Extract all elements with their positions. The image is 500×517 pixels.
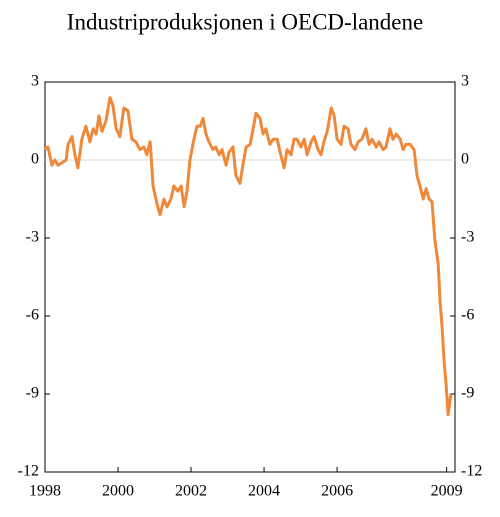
plot-frame: [44, 81, 456, 473]
y2-tick-label: -3: [461, 229, 474, 246]
chart-title: Industriproduksjonen i OECD-landene: [67, 9, 423, 34]
x-tick-label: 2004: [248, 483, 280, 500]
y2-tick-label: 3: [461, 73, 469, 90]
y-tick-label: -6: [26, 307, 39, 324]
y2-tick-label: -12: [461, 463, 482, 480]
data-line: [44, 96, 453, 417]
y-tick-label: -3: [26, 229, 39, 246]
x-tick-label: 2002: [175, 483, 207, 500]
y-tick-label: -12: [18, 463, 39, 480]
y-tick-label: 3: [31, 73, 39, 90]
x-tick-label: 1998: [29, 483, 61, 500]
y-tick-label: 0: [31, 151, 39, 168]
y2-tick-label: -9: [461, 385, 474, 402]
x-tick-label: 2009: [431, 483, 463, 500]
y2-tick-label: -6: [461, 307, 474, 324]
x-tick-label: 2006: [321, 483, 353, 500]
x-tick-label: 2000: [102, 483, 134, 500]
y-tick-label: -9: [26, 385, 39, 402]
y2-tick-label: 0: [461, 151, 469, 168]
